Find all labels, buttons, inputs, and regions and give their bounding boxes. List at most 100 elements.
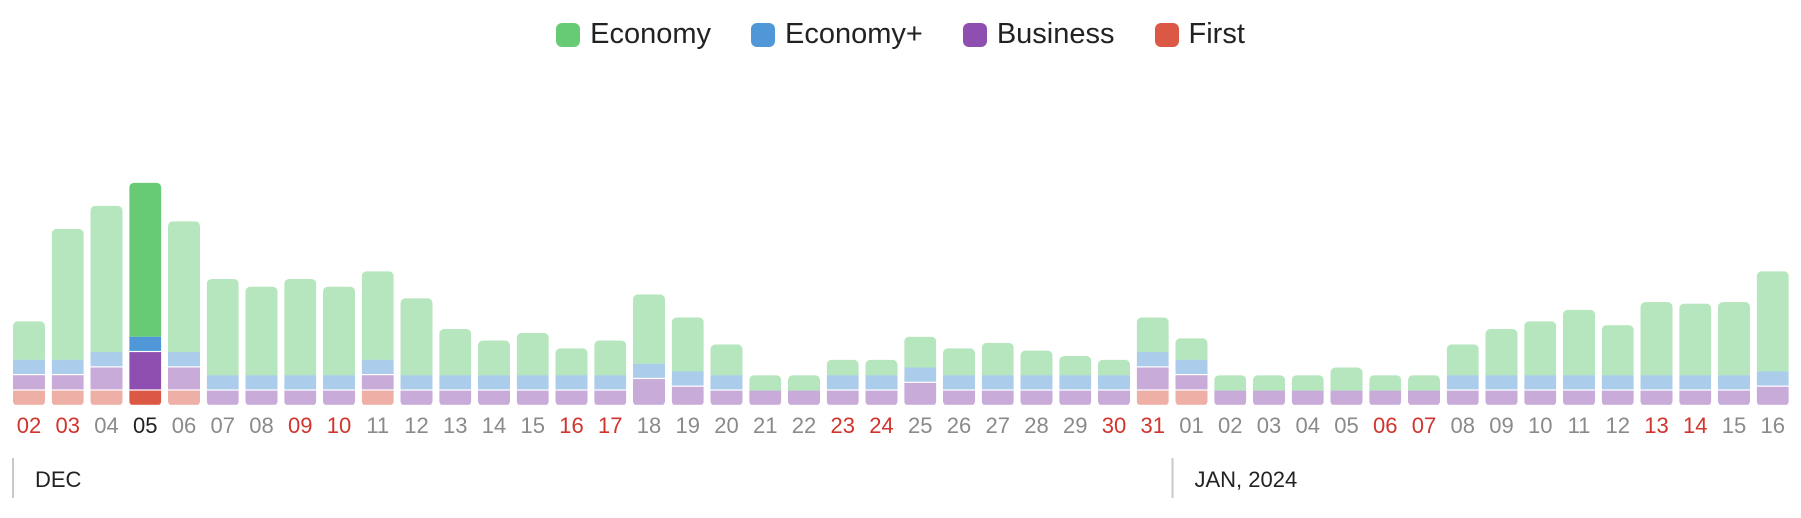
bar-8[interactable] xyxy=(323,286,355,405)
bar-41[interactable] xyxy=(1601,325,1634,405)
bar-segment-economy[interactable] xyxy=(1601,375,1634,390)
bar-11[interactable] xyxy=(439,329,472,405)
bar-segment-economy[interactable] xyxy=(400,375,433,390)
bar-segment-economy[interactable] xyxy=(206,278,239,376)
bar-segment-economy[interactable] xyxy=(981,342,1014,376)
bar-segment-economy[interactable] xyxy=(1369,375,1402,391)
bar-segment-business[interactable] xyxy=(168,367,200,390)
bar-segment-economy[interactable] xyxy=(400,298,433,376)
bar-segment-economy[interactable] xyxy=(788,375,820,391)
bar-segment-business[interactable] xyxy=(981,390,1014,405)
bar-23[interactable] xyxy=(904,336,937,405)
bar-segment-economy[interactable] xyxy=(826,359,859,376)
bar-segment-economy[interactable] xyxy=(633,294,665,364)
bar-segment-business[interactable] xyxy=(1020,390,1053,405)
bar-segment-business[interactable] xyxy=(51,375,84,390)
bar-segment-first[interactable] xyxy=(90,390,123,405)
bar-5[interactable] xyxy=(206,278,239,405)
bar-segment-economy[interactable] xyxy=(1485,375,1518,390)
bar-segment-economy[interactable] xyxy=(516,375,549,390)
bar-segment-economy[interactable] xyxy=(904,336,937,368)
bar-24[interactable] xyxy=(943,348,975,405)
bar-segment-economy[interactable] xyxy=(90,205,123,353)
bar-38[interactable] xyxy=(1485,329,1518,405)
bar-0[interactable] xyxy=(13,321,45,405)
bar-segment-economy[interactable] xyxy=(749,375,782,391)
bar-segment-business[interactable] xyxy=(594,390,627,405)
bar-segment-economy[interactable] xyxy=(943,348,975,376)
bar-segment-business[interactable] xyxy=(284,390,317,405)
bar-segment-business[interactable] xyxy=(788,390,820,405)
bar-segment-economy[interactable] xyxy=(1485,329,1518,376)
legend-item-economy[interactable]: Economy+ xyxy=(751,18,923,51)
bar-segment-economy[interactable] xyxy=(1253,375,1285,391)
bar-16[interactable] xyxy=(633,294,665,405)
bar-21[interactable] xyxy=(826,359,859,405)
bar-segment-economy[interactable] xyxy=(555,375,588,390)
bar-segment-business[interactable] xyxy=(826,390,859,405)
bar-17[interactable] xyxy=(671,317,704,405)
bar-segment-economy[interactable] xyxy=(710,344,743,376)
bar-14[interactable] xyxy=(555,348,588,405)
bar-9[interactable] xyxy=(361,271,394,405)
bar-segment-business[interactable] xyxy=(943,390,975,405)
bar-segment-business[interactable] xyxy=(1408,390,1440,405)
bar-segment-first[interactable] xyxy=(51,390,84,405)
bar-37[interactable] xyxy=(1446,344,1479,405)
bar-segment-economy[interactable] xyxy=(1136,352,1169,367)
bar-segment-business[interactable] xyxy=(710,390,743,405)
bar-45[interactable] xyxy=(1756,271,1789,405)
bar-segment-economy[interactable] xyxy=(710,375,743,390)
bar-segment-economy[interactable] xyxy=(1640,302,1673,376)
bar-segment-first[interactable] xyxy=(13,390,45,405)
bar-segment-economy[interactable] xyxy=(1756,271,1789,372)
bar-segment-business[interactable] xyxy=(90,367,123,390)
bar-segment-economy[interactable] xyxy=(1214,375,1247,391)
bar-segment-business[interactable] xyxy=(1214,390,1247,405)
bar-segment-business[interactable] xyxy=(671,386,704,405)
bar-29[interactable] xyxy=(1136,317,1169,405)
bar-segment-economy[interactable] xyxy=(1098,375,1130,390)
bar-segment-economy[interactable] xyxy=(1524,321,1557,376)
bar-segment-economy[interactable] xyxy=(865,375,898,390)
bar-7[interactable] xyxy=(284,278,317,405)
bar-segment-business[interactable] xyxy=(1059,390,1092,405)
bar-segment-first[interactable] xyxy=(129,390,162,405)
bar-segment-economy[interactable] xyxy=(904,367,937,382)
legend-item-first[interactable]: First xyxy=(1154,18,1245,51)
bar-segment-economy[interactable] xyxy=(361,271,394,360)
bar-segment-economy[interactable] xyxy=(51,228,84,360)
bar-2[interactable] xyxy=(90,205,123,405)
bar-segment-business[interactable] xyxy=(1485,390,1518,405)
bar-segment-economy[interactable] xyxy=(1563,375,1595,390)
bar-segment-business[interactable] xyxy=(1446,390,1479,405)
bar-segment-business[interactable] xyxy=(323,390,355,405)
bar-segment-business[interactable] xyxy=(516,390,549,405)
bar-segment-economy[interactable] xyxy=(594,340,627,376)
bar-segment-economy[interactable] xyxy=(361,359,394,374)
bar-segment-business[interactable] xyxy=(245,390,278,405)
bar-segment-economy[interactable] xyxy=(168,221,200,353)
bar-segment-business[interactable] xyxy=(1175,375,1208,390)
bar-segment-economy[interactable] xyxy=(323,286,355,376)
bar-12[interactable] xyxy=(478,340,510,405)
bar-segment-business[interactable] xyxy=(1640,390,1673,405)
bar-26[interactable] xyxy=(1020,350,1053,405)
bar-36[interactable] xyxy=(1408,375,1440,405)
bar-segment-business[interactable] xyxy=(361,375,394,390)
bar-segment-economy[interactable] xyxy=(1020,350,1053,376)
bar-segment-economy[interactable] xyxy=(1020,375,1053,390)
bar-10[interactable] xyxy=(400,298,433,405)
bar-segment-economy[interactable] xyxy=(826,375,859,390)
bar-segment-economy[interactable] xyxy=(13,321,45,360)
bar-segment-economy[interactable] xyxy=(865,359,898,376)
bar-segment-business[interactable] xyxy=(1756,386,1789,405)
bar-segment-business[interactable] xyxy=(749,390,782,405)
bar-segment-economy[interactable] xyxy=(1446,375,1479,390)
bar-segment-economy[interactable] xyxy=(1718,375,1750,390)
bar-segment-economy[interactable] xyxy=(284,278,317,376)
bar-40[interactable] xyxy=(1563,309,1595,405)
bar-segment-economy[interactable] xyxy=(206,375,239,390)
bar-segment-economy[interactable] xyxy=(90,352,123,367)
bar-segment-business[interactable] xyxy=(1330,390,1363,405)
